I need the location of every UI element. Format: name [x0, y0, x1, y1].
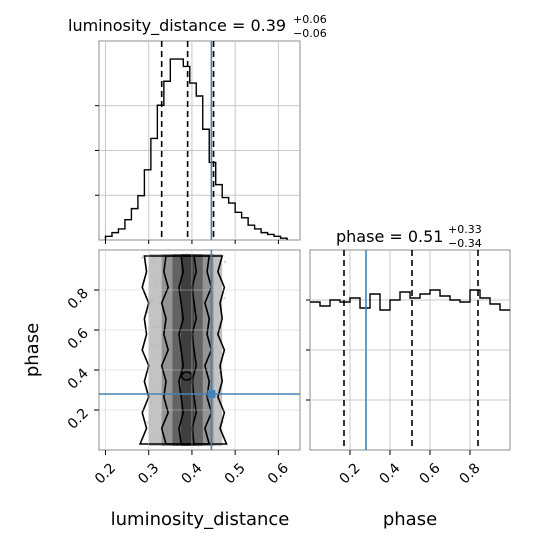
- contour-inner: [178, 255, 198, 445]
- luminosity-distance-panel-title: luminosity_distance = 0.39: [68, 16, 286, 36]
- luminosity-distance-title-upper-error: +0.06: [293, 13, 327, 26]
- luminosity-distance-marginal-panel: luminosity_distance = 0.39 +0.06 −0.06: [68, 13, 327, 244]
- joint-ytick-label-3: 0.8: [65, 286, 92, 313]
- posterior-sample-point: [223, 260, 227, 264]
- phase-title-lower-error: −0.34: [448, 237, 482, 250]
- joint-xtick-label-0: 0.2: [92, 460, 119, 487]
- phase-xtick-label-0: 0.2: [337, 460, 364, 487]
- phase-xtick-label-1: 0.4: [377, 460, 404, 487]
- luminosity-distance-histogram-line: [104, 58, 288, 240]
- phase-xtick-label-3: 0.8: [457, 460, 484, 487]
- luminosity-distance-title-lower-error: −0.06: [293, 27, 327, 40]
- joint-truth-marker: [207, 390, 216, 398]
- posterior-sample-point: [141, 256, 144, 259]
- phase-marginal-panel: phase = 0.51 +0.33 −0.34 0.2 0.4 0.6 0.8: [306, 223, 511, 487]
- x-axis-title-phase: phase: [383, 509, 437, 530]
- phase-panel-title: phase = 0.51: [336, 227, 443, 246]
- joint-xtick-label-3: 0.5: [222, 460, 249, 487]
- posterior-sample-point: [146, 421, 149, 424]
- joint-ytick-label-1: 0.4: [65, 365, 92, 392]
- phase-xtick-label-2: 0.6: [417, 460, 444, 487]
- contour-outer: [138, 255, 228, 445]
- posterior-sample-point: [223, 296, 226, 300]
- joint-xtick-label-1: 0.3: [135, 460, 162, 487]
- joint-ytick-label-0: 0.2: [65, 406, 92, 433]
- phase-title-upper-error: +0.33: [448, 223, 482, 236]
- joint-xtick-label-2: 0.4: [178, 460, 205, 487]
- x-axis-title-luminosity-distance: luminosity_distance: [111, 509, 290, 530]
- density-band-3: [181, 254, 195, 446]
- y-axis-title-phase: phase: [22, 323, 43, 377]
- joint-xtick-label-4: 0.6: [265, 460, 292, 487]
- joint-ytick-label-2: 0.6: [65, 325, 92, 352]
- phase-histogram-line: [310, 289, 510, 311]
- luminosity-distance-marginal-frame: [98, 40, 301, 241]
- luminosity-distance-vs-phase-panel: 0.2 0.3 0.4 0.5 0.6 0.2 0.4 0.6 0.8: [65, 249, 301, 487]
